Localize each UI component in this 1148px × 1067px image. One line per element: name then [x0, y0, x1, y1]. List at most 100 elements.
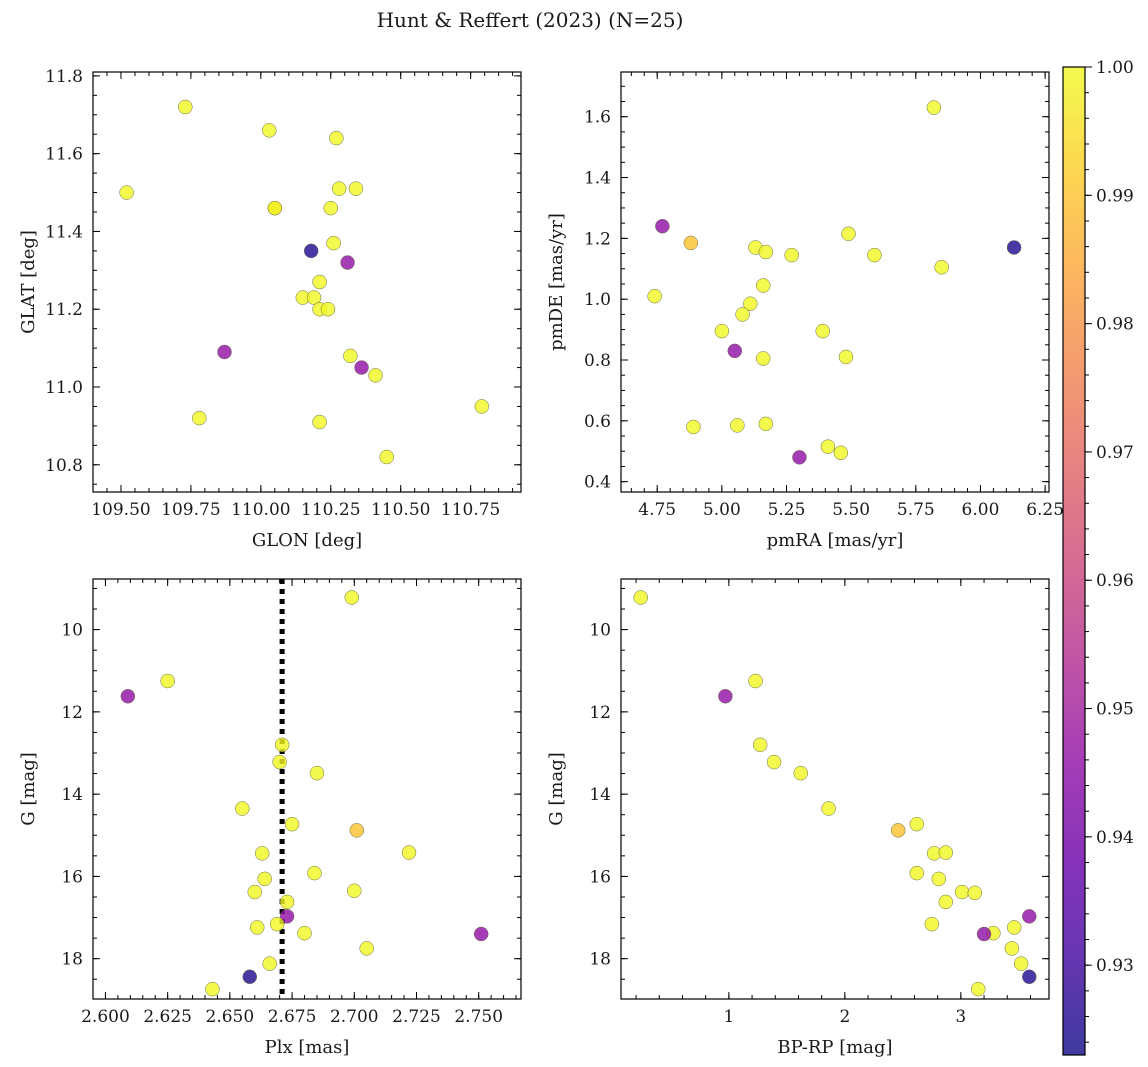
y-tick-label: 16	[589, 867, 611, 887]
data-point	[686, 419, 701, 435]
data-point	[474, 399, 490, 414]
x-tick-label: 2.725	[392, 1007, 441, 1027]
data-point	[758, 416, 774, 432]
data-point	[235, 801, 250, 816]
colorbar-tick-label: 0.95	[1096, 700, 1134, 720]
colorbar-tick-label: 0.97	[1096, 443, 1134, 463]
x-tick-label: 109.75	[161, 500, 220, 520]
data-point	[792, 450, 807, 465]
y-tick-label: 11.6	[45, 145, 83, 165]
x-axis-label: Plx [mas]	[265, 1037, 350, 1058]
y-tick-label: 1.0	[584, 290, 611, 310]
x-tick-label: 5.50	[832, 500, 870, 520]
y-tick-label: 16	[61, 867, 83, 887]
y-tick-label: 0.8	[584, 351, 611, 371]
data-point	[306, 290, 322, 305]
data-point	[714, 323, 730, 339]
data-point	[329, 130, 344, 146]
data-point	[938, 894, 954, 910]
data-point	[326, 235, 341, 251]
y-tick-label: 18	[589, 950, 611, 970]
data-point	[743, 296, 758, 311]
x-tick-label: 5.75	[897, 500, 935, 520]
data-point	[401, 845, 417, 860]
x-tick-label: 2.625	[143, 1007, 192, 1027]
data-point	[924, 916, 940, 932]
data-point	[178, 99, 193, 115]
colorbar-tick-label: 0.96	[1096, 571, 1134, 591]
data-point	[303, 243, 319, 259]
data-point	[257, 871, 272, 887]
x-tick-label: 5.00	[703, 500, 741, 520]
data-point	[815, 323, 830, 339]
data-point	[909, 816, 925, 832]
data-point	[833, 445, 849, 461]
data-point	[1022, 969, 1037, 985]
data-point	[354, 360, 369, 375]
plot-frame	[620, 578, 1050, 1000]
y-tick-label: 11.2	[45, 300, 83, 320]
data-point	[1013, 956, 1029, 971]
data-point	[279, 894, 295, 910]
data-point	[343, 348, 358, 364]
data-point	[205, 981, 220, 997]
x-tick-label: 2.600	[81, 1007, 130, 1027]
y-tick-label: 11.8	[45, 67, 83, 87]
plot-frame	[620, 71, 1050, 493]
data-point	[909, 865, 925, 881]
data-point	[647, 288, 662, 304]
data-point	[261, 123, 277, 138]
colorbar-tick-label: 0.93	[1096, 956, 1134, 976]
y-tick-label: 14	[61, 785, 83, 805]
y-tick-label: 10	[589, 621, 611, 641]
x-tick-label: 110.00	[231, 500, 290, 520]
x-tick-label: 6.25	[1026, 500, 1064, 520]
y-axis-label: G [mag]	[18, 752, 39, 825]
data-point	[934, 259, 949, 275]
data-point	[297, 925, 312, 941]
data-point	[368, 368, 383, 383]
data-point	[340, 255, 355, 270]
data-point	[1006, 240, 1022, 255]
data-point	[247, 884, 262, 900]
data-point	[752, 737, 768, 753]
data-point	[269, 916, 285, 932]
panel-pmra-pmde: 4.75 5.00 5.25 5.50 5.75 6.00 6.25 0.4 0.6 0.8 1.0…	[546, 71, 1064, 551]
data-point	[820, 439, 836, 454]
data-point	[841, 226, 856, 242]
y-tick-label: 18	[61, 950, 83, 970]
data-point	[793, 765, 809, 781]
data-point	[970, 981, 986, 997]
axis-ticks	[92, 72, 521, 492]
x-axis-label: GLON [deg]	[252, 530, 362, 551]
y-tick-label: 1.4	[584, 169, 611, 189]
scatter-points	[119, 99, 490, 465]
data-point	[758, 244, 774, 260]
data-point	[1022, 909, 1037, 924]
data-point	[279, 909, 295, 924]
y-tick-label: 10.8	[45, 456, 83, 476]
colorbar-tick-label: 0.94	[1096, 828, 1134, 848]
y-tick-label: 0.4	[584, 473, 611, 493]
data-point	[683, 235, 699, 251]
scatter-points	[647, 100, 1022, 465]
data-point	[755, 278, 771, 293]
colorbar-frame	[1062, 66, 1086, 1056]
data-point	[718, 688, 733, 704]
plot-frame	[92, 71, 522, 493]
x-tick-label: 5.25	[768, 500, 806, 520]
x-tick-label: 109.50	[91, 500, 150, 520]
data-point	[120, 688, 136, 704]
y-tick-label: 12	[61, 703, 83, 723]
data-point	[119, 185, 134, 200]
data-point	[766, 754, 782, 770]
data-point	[1006, 920, 1022, 935]
data-point	[784, 247, 799, 263]
data-point	[312, 414, 327, 430]
data-point	[267, 200, 283, 216]
axis-ticks	[93, 579, 521, 999]
plot-frame	[92, 578, 522, 1000]
data-point	[331, 181, 347, 196]
